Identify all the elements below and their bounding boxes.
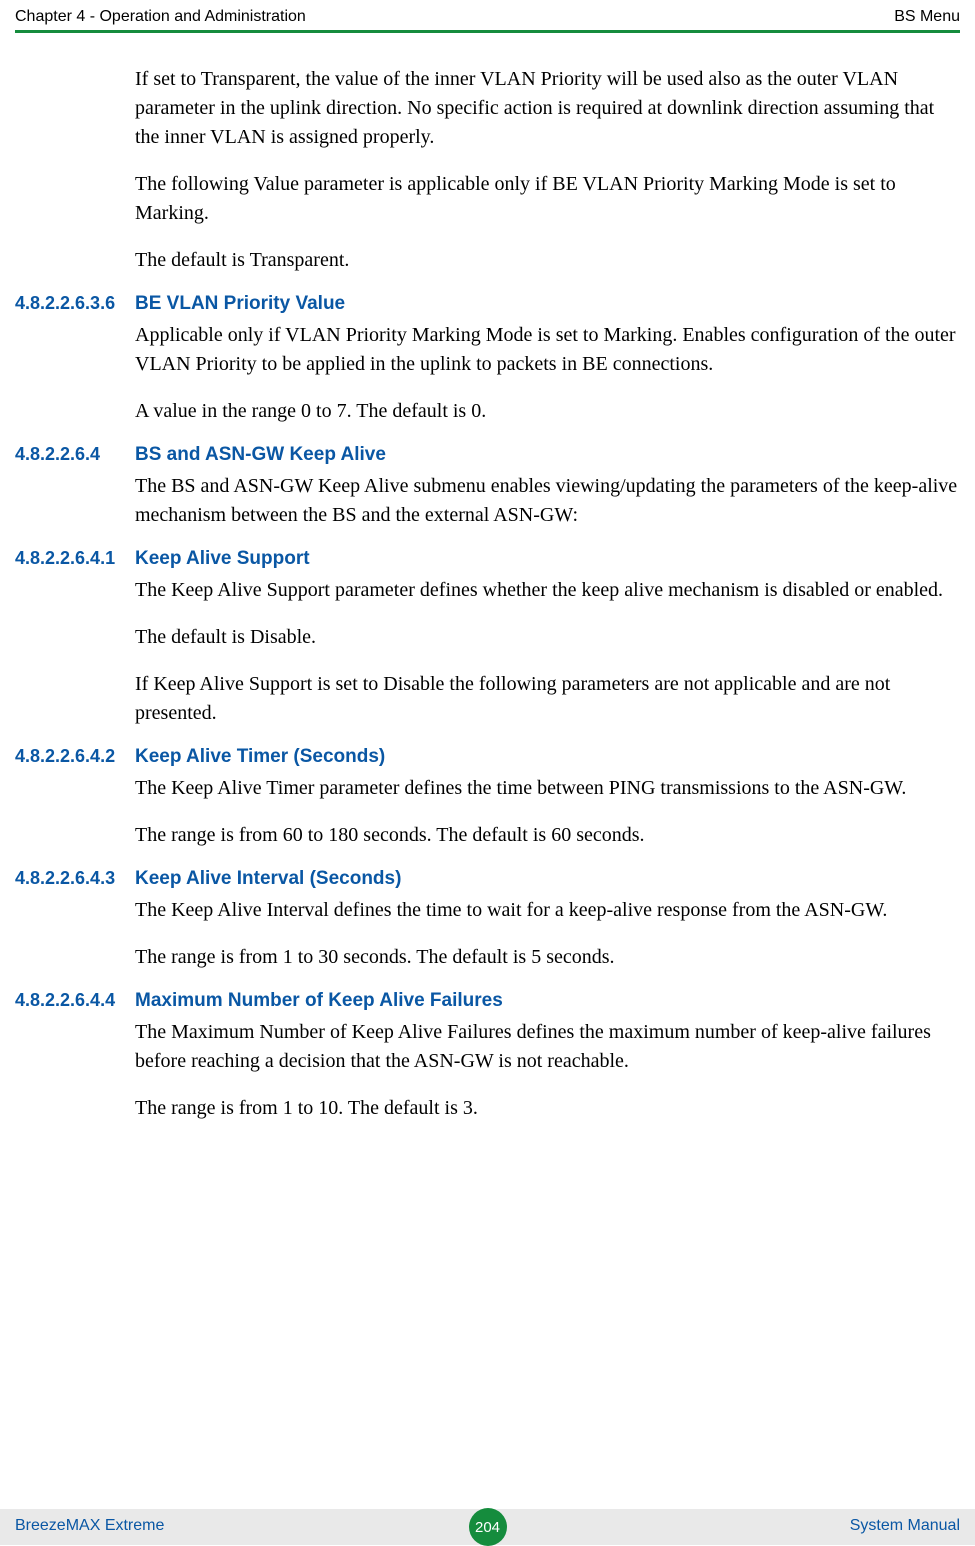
section-heading: 4.8.2.2.6.4 BS and ASN-GW Keep Alive: [15, 444, 960, 466]
intro-para-2: The default is Transparent.: [135, 246, 960, 275]
section-title: Keep Alive Support: [135, 548, 310, 570]
page-footer: BreezeMAX Extreme 204 System Manual: [0, 1509, 975, 1545]
section-para: Applicable only if VLAN Priority Marking…: [135, 321, 960, 379]
header-rule: [15, 30, 960, 33]
section-heading: 4.8.2.2.6.4.1 Keep Alive Support: [15, 548, 960, 570]
footer-right: System Manual: [850, 1517, 960, 1535]
section-para: The BS and ASN-GW Keep Alive submenu ena…: [135, 472, 960, 530]
section-para: The Keep Alive Timer parameter defines t…: [135, 774, 960, 803]
section-para: The Maximum Number of Keep Alive Failure…: [135, 1018, 960, 1076]
section-para: The range is from 60 to 180 seconds. The…: [135, 821, 960, 850]
section-heading: 4.8.2.2.6.3.6 BE VLAN Priority Value: [15, 293, 960, 315]
intro-para-1: The following Value parameter is applica…: [135, 170, 960, 228]
section-heading: 4.8.2.2.6.4.4 Maximum Number of Keep Ali…: [15, 990, 960, 1012]
section-para: The Keep Alive Interval defines the time…: [135, 896, 960, 925]
section-para: The range is from 1 to 10. The default i…: [135, 1094, 960, 1123]
section-heading: 4.8.2.2.6.4.2 Keep Alive Timer (Seconds): [15, 746, 960, 768]
section-para: The range is from 1 to 30 seconds. The d…: [135, 943, 960, 972]
page-number-badge: 204: [469, 1508, 507, 1546]
section-para: A value in the range 0 to 7. The default…: [135, 397, 960, 426]
page-number: 204: [475, 1519, 500, 1536]
page-header: Chapter 4 - Operation and Administration…: [15, 8, 960, 26]
intro-para-0: If set to Transparent, the value of the …: [135, 65, 960, 152]
section-title: BS and ASN-GW Keep Alive: [135, 444, 386, 466]
section-number: 4.8.2.2.6.4.3: [15, 868, 135, 889]
section-para: The Keep Alive Support parameter defines…: [135, 576, 960, 605]
header-right: BS Menu: [894, 8, 960, 26]
footer-left: BreezeMAX Extreme: [15, 1517, 164, 1535]
section-number: 4.8.2.2.6.3.6: [15, 293, 135, 314]
section-number: 4.8.2.2.6.4: [15, 444, 135, 465]
section-heading: 4.8.2.2.6.4.3 Keep Alive Interval (Secon…: [15, 868, 960, 890]
section-title: Keep Alive Interval (Seconds): [135, 868, 401, 890]
section-number: 4.8.2.2.6.4.2: [15, 746, 135, 767]
section-para: If Keep Alive Support is set to Disable …: [135, 670, 960, 728]
content-area: If set to Transparent, the value of the …: [15, 65, 960, 1141]
header-left: Chapter 4 - Operation and Administration: [15, 8, 306, 26]
section-title: Keep Alive Timer (Seconds): [135, 746, 385, 768]
section-number: 4.8.2.2.6.4.1: [15, 548, 135, 569]
section-para: The default is Disable.: [135, 623, 960, 652]
section-number: 4.8.2.2.6.4.4: [15, 990, 135, 1011]
section-title: BE VLAN Priority Value: [135, 293, 345, 315]
section-title: Maximum Number of Keep Alive Failures: [135, 990, 503, 1012]
page: Chapter 4 - Operation and Administration…: [0, 0, 975, 1545]
